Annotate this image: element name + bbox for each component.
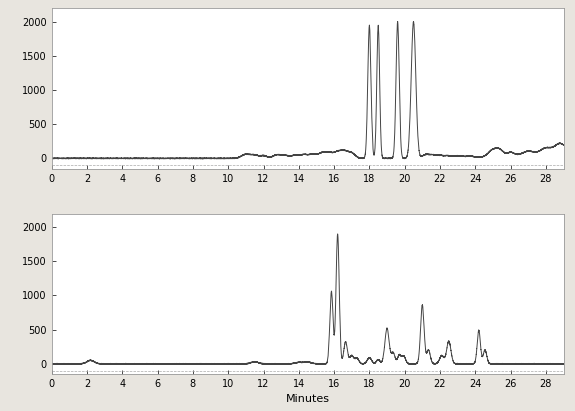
X-axis label: Minutes: Minutes: [286, 395, 329, 404]
